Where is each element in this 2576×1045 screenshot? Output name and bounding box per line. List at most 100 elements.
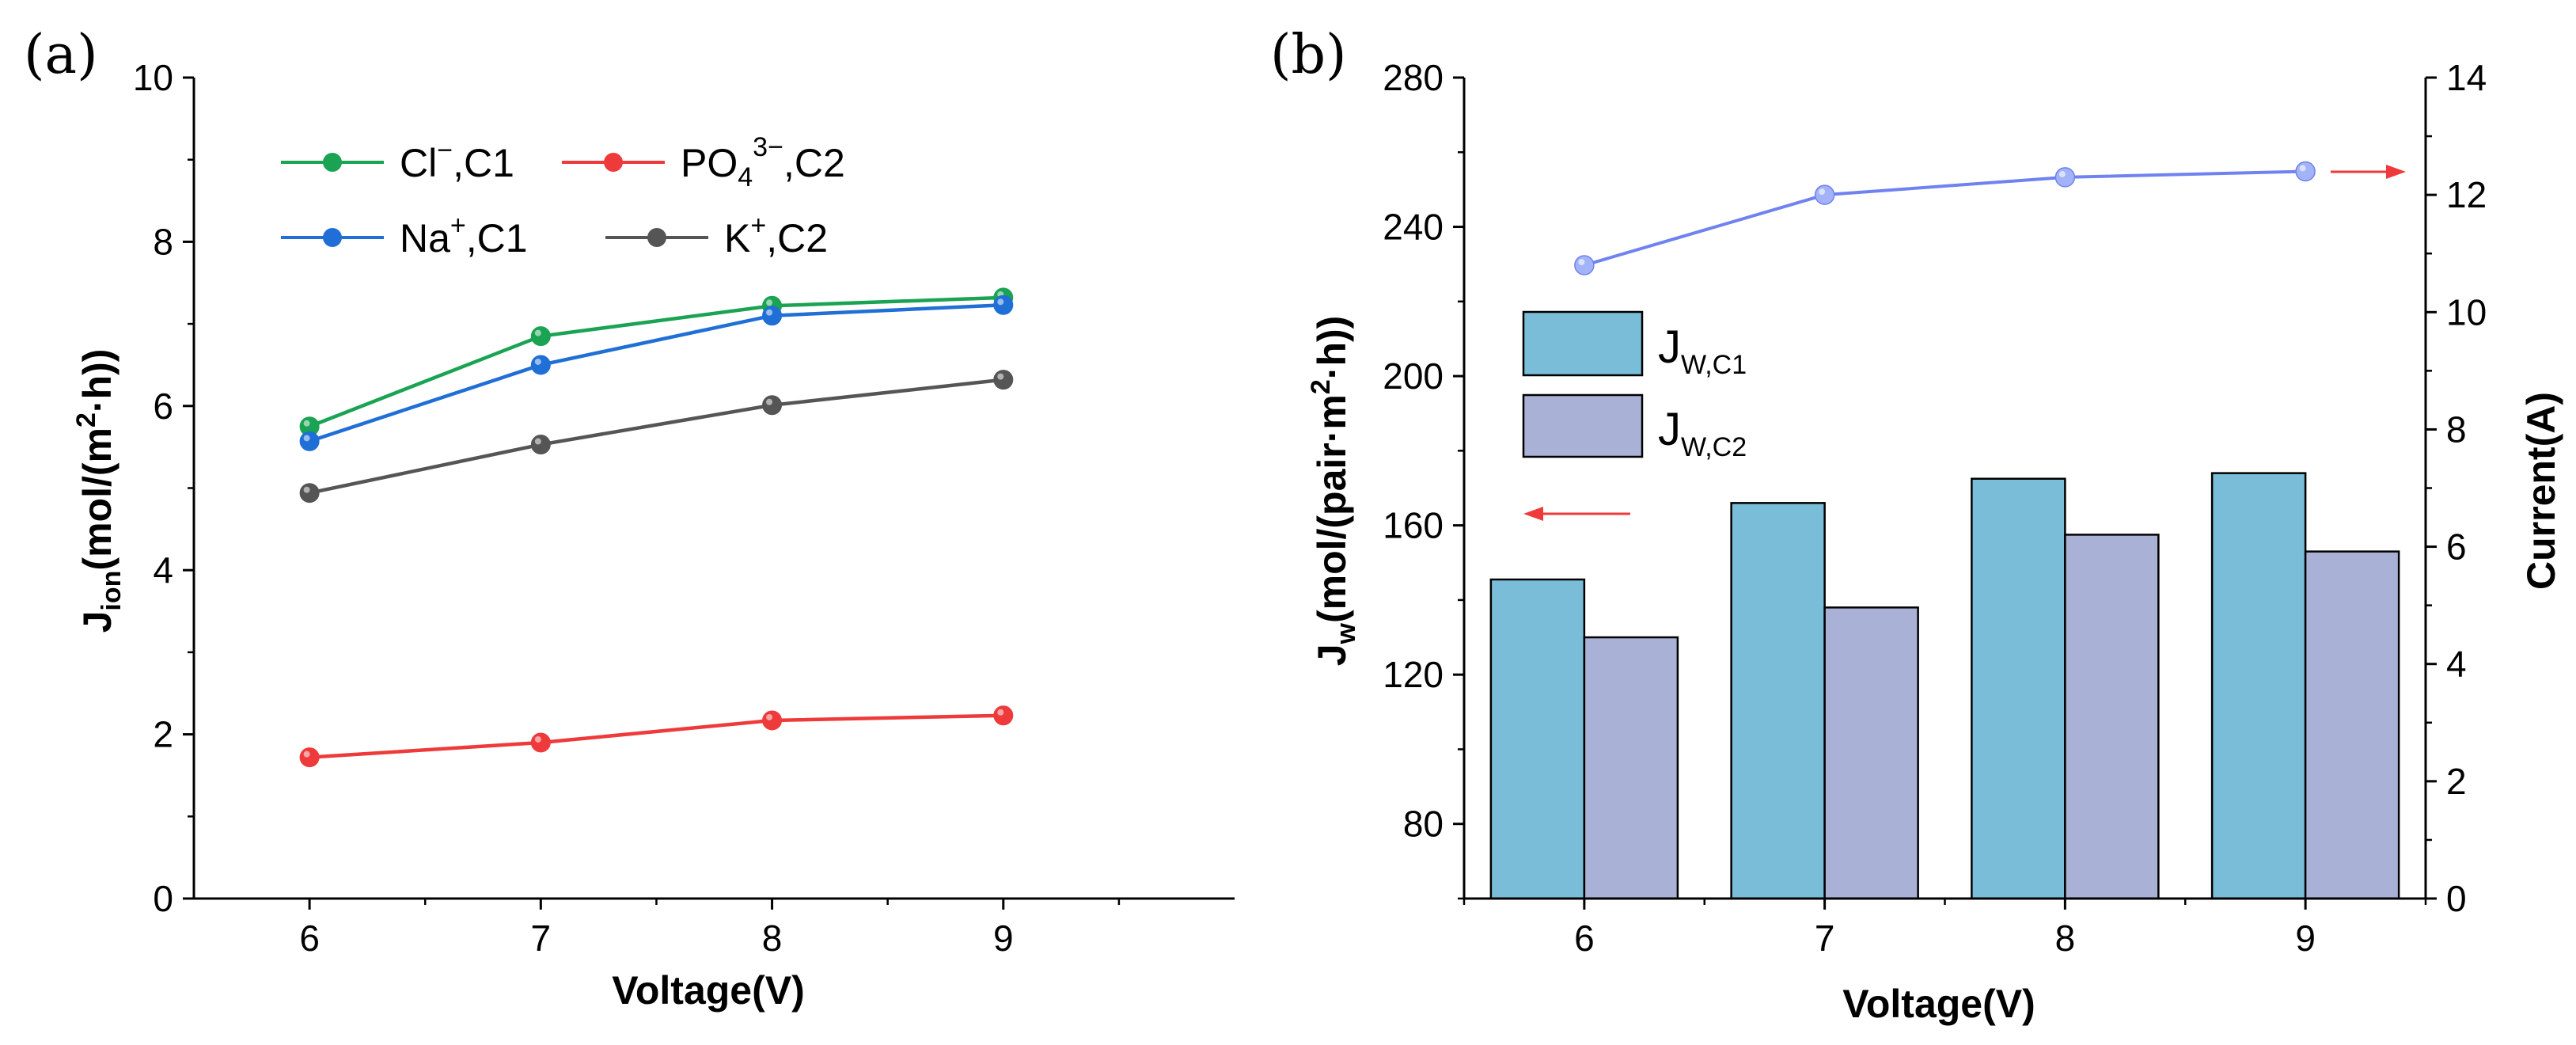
legend-item-jw-c2: JW,C2	[1522, 393, 1747, 462]
bar	[1583, 636, 1679, 900]
data-point-highlight	[303, 420, 310, 427]
data-point-highlight	[997, 709, 1004, 716]
y2-tick-label: 2	[2446, 761, 2467, 802]
y-tick-label: 10	[133, 57, 173, 98]
bar	[1489, 578, 1586, 900]
legend-item-cl: Cl−,C1	[281, 135, 514, 185]
data-point-highlight	[534, 358, 541, 365]
y-tick-label: 2	[153, 714, 173, 755]
svg-text:K+,C2: K+,C2	[724, 211, 828, 260]
panel-b-axes	[1463, 78, 2427, 900]
data-point-highlight	[534, 735, 541, 743]
data-point-highlight	[534, 438, 541, 445]
data-point-highlight	[303, 486, 310, 493]
x-tick-label: 6	[1574, 918, 1595, 959]
legend-item-k: K+,C2	[605, 211, 828, 260]
left-axis-arrow	[1523, 507, 1630, 521]
bar	[2064, 534, 2160, 900]
data-point-highlight	[303, 750, 310, 758]
panel-b: (b) 80 120 160 200 240 280 0 2 4 6 8 10 12 14 6 7 8 9 JW,…	[1270, 24, 2563, 1026]
panel-b-legend: JW,C1 JW,C2	[1522, 310, 1747, 462]
panel-b-label: (b)	[1270, 24, 1347, 86]
panel-a-xlabel: Voltage(V)	[612, 968, 805, 1013]
x-tick-label: 8	[762, 918, 783, 959]
panel-b-current-line	[1574, 161, 2316, 276]
y-tick-label: 120	[1383, 654, 1444, 695]
data-point	[993, 705, 1014, 726]
data-point	[530, 355, 551, 375]
panel-b-ylabel: Jw(mol/(pair·m2·h))	[1306, 316, 1361, 667]
data-point-highlight	[534, 329, 541, 336]
data-point-highlight	[997, 373, 1004, 380]
y2-tick-label: 14	[2446, 57, 2487, 98]
data-point	[299, 483, 320, 504]
current-point	[1574, 255, 1595, 276]
y-tick-label: 200	[1383, 355, 1444, 397]
series-line-2	[309, 303, 1003, 443]
svg-text:JW,C1: JW,C1	[1658, 321, 1747, 380]
x-tick-label: 8	[2055, 918, 2076, 959]
bar	[1730, 502, 1826, 900]
current-point-highlight	[1578, 259, 1585, 266]
y-tick-label: 0	[153, 878, 173, 919]
right-axis-arrow	[2331, 165, 2406, 179]
y2-tick-label: 10	[2446, 291, 2487, 332]
y2-tick-label: 6	[2446, 526, 2467, 568]
series-line-1	[309, 713, 1003, 759]
y2-tick-label: 0	[2446, 878, 2467, 919]
x-tick-label: 6	[299, 918, 320, 959]
data-point-highlight	[766, 309, 773, 316]
current-point-highlight	[2058, 170, 2066, 177]
data-point	[762, 306, 783, 326]
panel-a-ylabel: Jion(mol/(m2·h))	[71, 349, 127, 633]
svg-text:Cl−,C1: Cl−,C1	[400, 135, 514, 185]
y-tick-label: 80	[1403, 804, 1444, 845]
data-point	[993, 370, 1014, 390]
svg-text:Na+,C1: Na+,C1	[400, 211, 528, 260]
y-tick-label: 8	[153, 221, 173, 262]
data-point	[762, 395, 783, 416]
panel-b-xlabel: Voltage(V)	[1842, 982, 2035, 1026]
data-point	[299, 747, 320, 768]
panel-b-bars	[1489, 472, 2400, 900]
y2-tick-label: 4	[2446, 644, 2467, 685]
panel-a: (a) 0 2 4 6 8 10 6 7 8 9 Jion(mol/(m2·h)) Voltage…	[24, 24, 1235, 1013]
bar	[1823, 606, 1919, 900]
bar	[2304, 550, 2400, 900]
data-point-highlight	[766, 398, 773, 405]
data-point	[762, 710, 783, 731]
panel-a-label: (a)	[24, 24, 98, 86]
data-point	[530, 435, 551, 455]
current-point-highlight	[2299, 165, 2306, 172]
current-point-highlight	[1819, 188, 1826, 196]
series-line-0	[309, 295, 1003, 428]
data-point	[530, 732, 551, 753]
x-tick-label: 9	[2295, 918, 2316, 959]
data-point-highlight	[303, 435, 310, 442]
data-point	[530, 326, 551, 347]
data-point-highlight	[766, 299, 773, 306]
data-point	[299, 431, 320, 451]
y-tick-label: 4	[153, 549, 173, 591]
bar	[1971, 477, 2066, 900]
x-tick-label: 7	[1815, 918, 1835, 959]
data-point-highlight	[766, 713, 773, 720]
panel-a-ticks: 0 2 4 6 8 10 6 7 8 9	[133, 57, 1121, 959]
current-point	[1814, 184, 1835, 205]
x-tick-label: 7	[531, 918, 552, 959]
legend-item-jw-c1: JW,C1	[1522, 310, 1747, 380]
current-point	[2054, 167, 2076, 188]
current-point	[2295, 161, 2316, 182]
y-tick-label: 160	[1383, 505, 1444, 546]
y-tick-label: 240	[1383, 207, 1444, 248]
panel-b-ticks: 80 120 160 200 240 280 0 2 4 6 8 10 12 14 6 7 8 9	[1383, 57, 2487, 959]
current-line	[1584, 169, 2306, 267]
panel-a-axes	[192, 78, 1235, 900]
y-tick-label: 280	[1383, 57, 1444, 98]
y2-tick-label: 8	[2446, 408, 2467, 450]
panel-b-y2label: Current(A)	[2519, 392, 2563, 590]
series-line-3	[309, 378, 1004, 495]
svg-text:PO43−,C2: PO43−,C2	[681, 132, 845, 192]
svg-text:JW,C2: JW,C2	[1658, 404, 1747, 462]
